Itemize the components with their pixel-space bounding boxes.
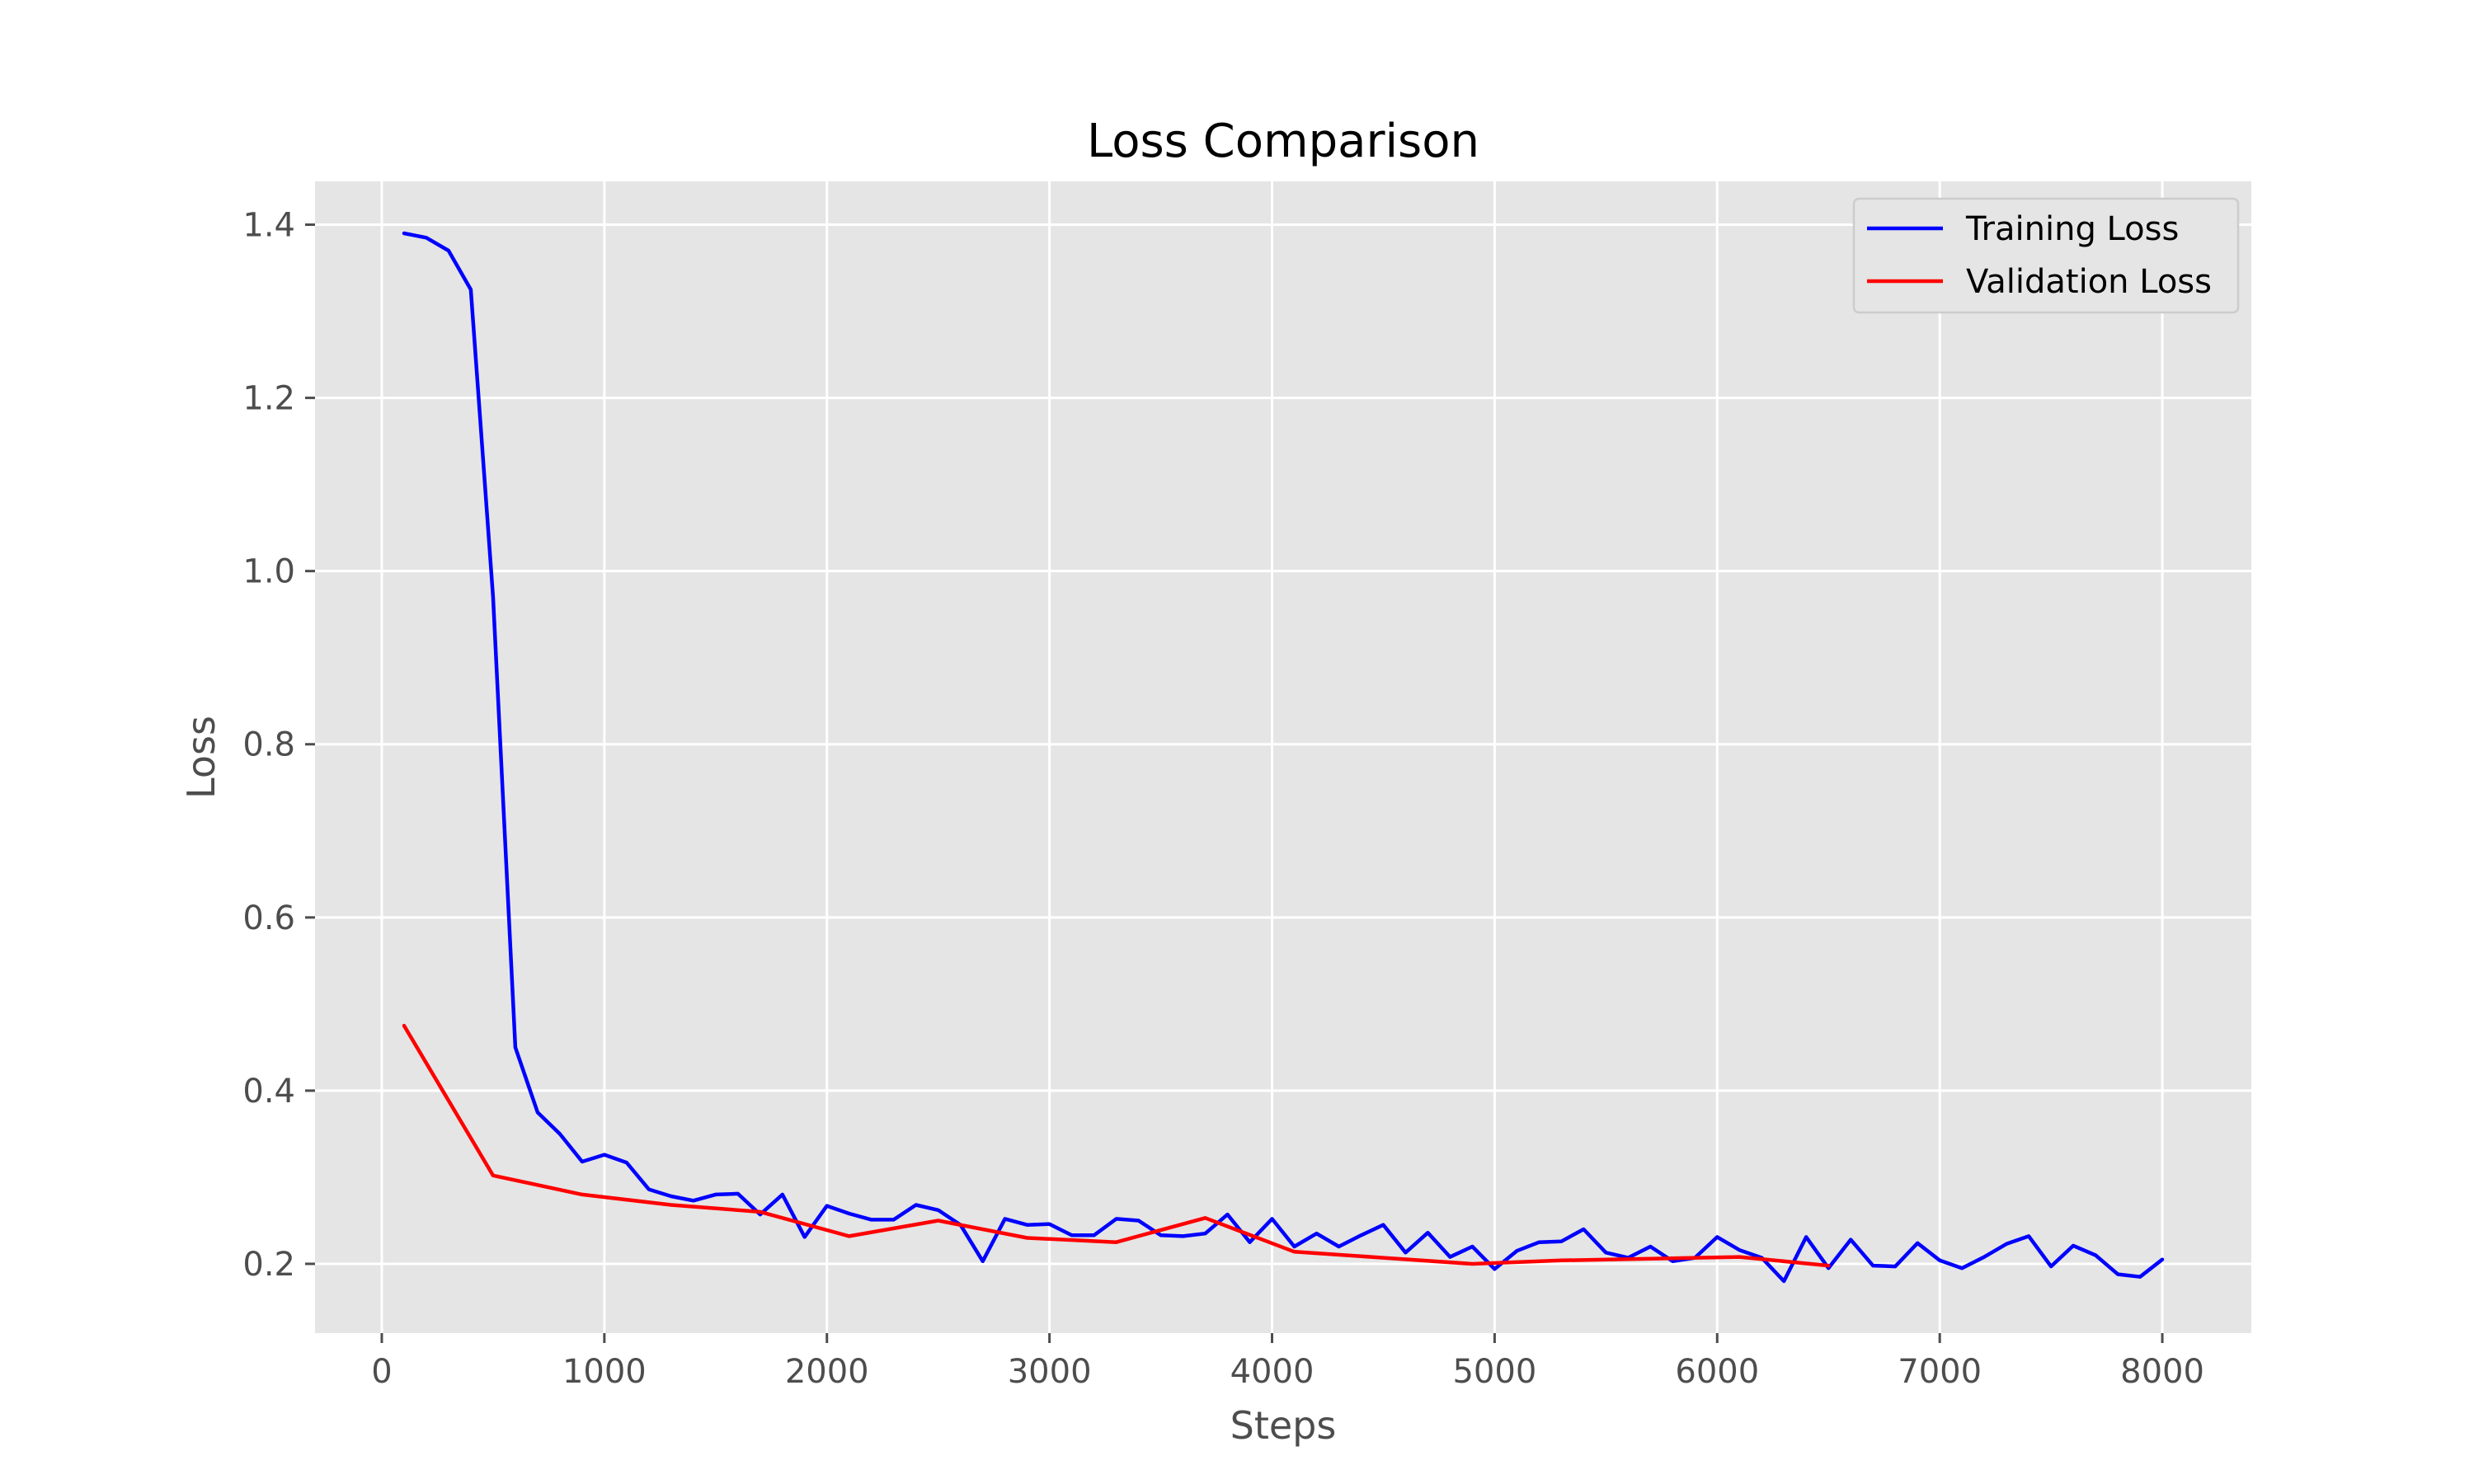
chart-title: Loss Comparison: [1087, 115, 1479, 168]
x-tick-label: 3000: [1008, 1353, 1092, 1391]
y-tick-label: 0.4: [242, 1073, 295, 1111]
x-tick-label: 6000: [1675, 1353, 1759, 1391]
x-axis-label: Steps: [1230, 1403, 1337, 1448]
y-tick-label: 1.2: [242, 380, 295, 418]
series-line-validation-loss: [402, 1023, 1831, 1268]
y-tick-label: 1.4: [242, 207, 295, 245]
y-axis-label: Loss: [179, 716, 223, 799]
legend-label: Validation Loss: [1966, 263, 2212, 301]
x-tick-label: 0: [371, 1353, 392, 1391]
x-tick-label: 8000: [2120, 1353, 2204, 1391]
y-tick-label: 0.2: [242, 1246, 295, 1284]
legend: Training Loss Validation Loss: [1852, 197, 2240, 314]
series-group: [402, 231, 2165, 1284]
y-tick-label: 0.8: [242, 726, 295, 764]
x-tick-label: 7000: [1898, 1353, 1982, 1391]
x-tick-label: 2000: [785, 1353, 869, 1391]
x-tick-label: 5000: [1452, 1353, 1536, 1391]
legend-label: Training Loss: [1965, 210, 2179, 248]
x-tick-label: 4000: [1230, 1353, 1315, 1391]
series-line-training-loss: [402, 231, 2165, 1284]
x-tick-label: 1000: [562, 1353, 647, 1391]
axis-ticks: 0 1000 2000 3000 4000 5000 6000 7000 8000 0.2 0.4 0…: [242, 207, 2204, 1391]
y-tick-label: 1.0: [242, 553, 295, 591]
y-tick-label: 0.6: [242, 899, 295, 937]
grid: [315, 181, 2251, 1333]
legend-box: [1852, 197, 2240, 314]
plot-area: [315, 181, 2251, 1333]
